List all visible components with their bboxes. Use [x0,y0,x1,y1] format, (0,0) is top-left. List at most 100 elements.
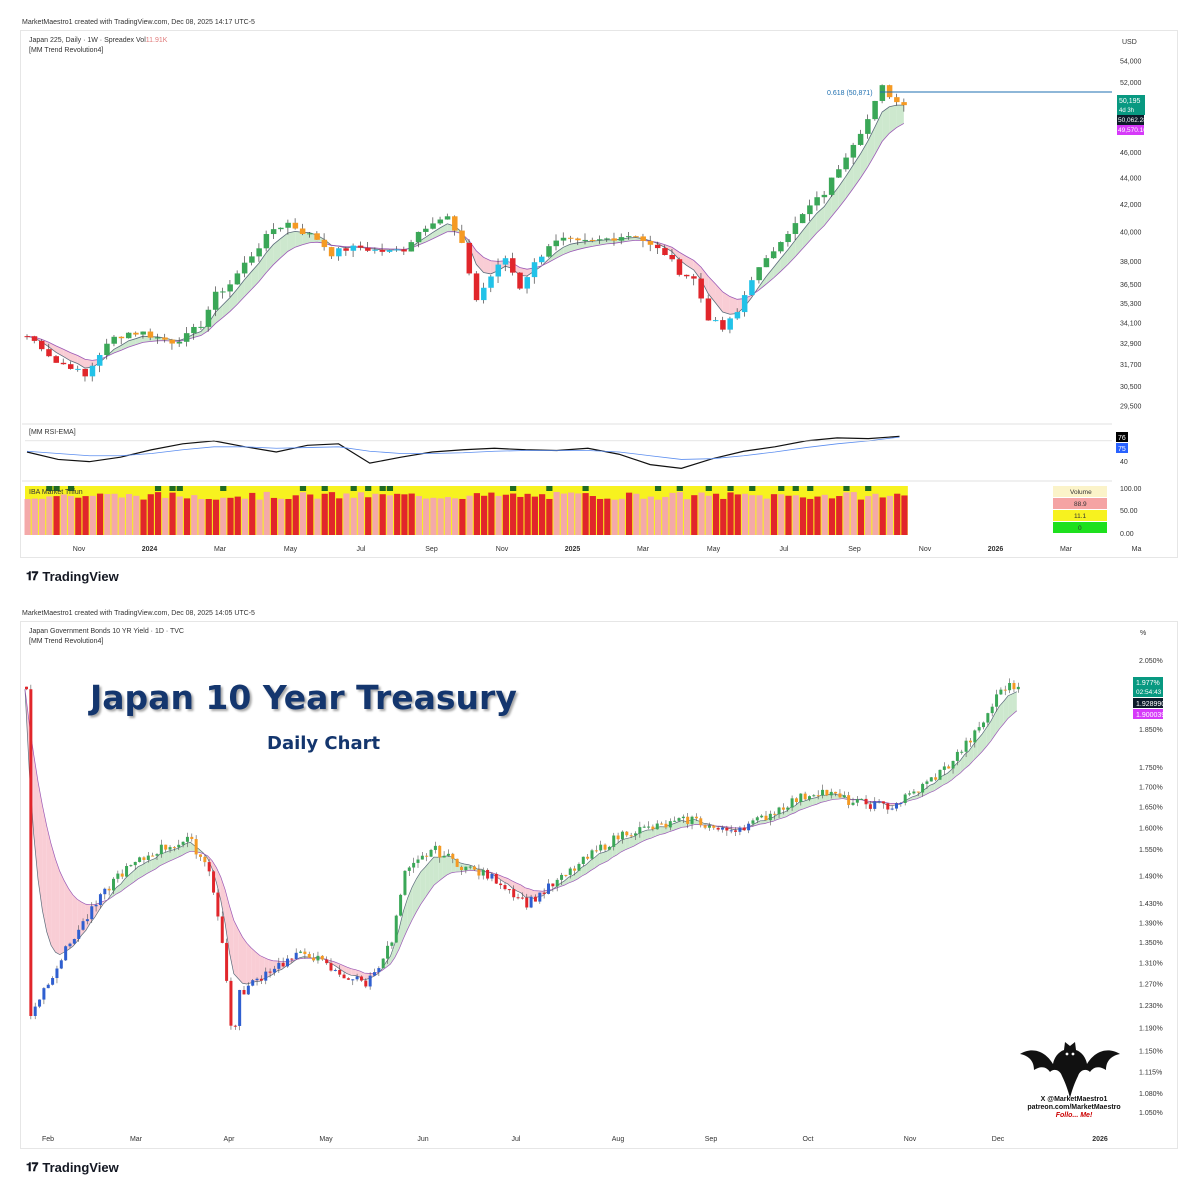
candle-body [551,883,555,887]
ema-ribbon-segment [442,855,447,879]
ema-ribbon-segment [399,910,404,950]
candle-body [316,955,320,961]
yield-tag-ema2: 1.900039 [1136,712,1165,719]
candle-body [908,793,912,795]
candle-body [690,816,694,824]
ema-ribbon-segment [113,345,122,353]
ema-ribbon-segment [599,852,604,865]
candle-body [355,976,359,980]
candle-body [755,817,759,821]
candle-body [107,888,111,891]
candle-body [742,827,746,831]
candle-body [586,856,590,859]
candle-body [81,921,85,930]
volume-green-cap [510,486,517,491]
ema-ribbon-segment [592,240,600,247]
ema-ribbon-segment [70,352,78,364]
ema-ribbon-segment [133,866,139,883]
candle-body [747,823,751,831]
x-tick-label: Nov [496,546,509,553]
candle-body [346,978,350,980]
ema-slow-line [24,689,1018,974]
candle-body [328,247,335,257]
candle-body [531,262,538,278]
volume-bar [625,492,633,535]
ema-ribbon-segment [925,785,930,795]
vol-axis-0: 0.00 [1120,531,1134,538]
price-tag-ema2-bg [1117,125,1144,135]
volume-bar [176,496,183,535]
top-tradingview-brand[interactable]: 𝟏𝟕 TradingView [26,569,119,584]
volume-bar [328,492,336,535]
rsi-ema-line [26,436,900,460]
candle-body [582,239,588,241]
volume-bar [560,493,567,535]
top-indicator-label: [MM Trend Revolution4] [29,47,104,54]
y-tick-label: 1.550% [1139,847,1163,854]
volume-bar [205,499,212,535]
volume-green-cap [676,486,683,491]
candle-body [112,878,115,891]
ema-ribbon-segment [773,814,778,822]
x-tick-label: Mar [637,546,650,553]
candle-body [241,262,248,274]
volume-bar [263,491,270,535]
candle-body [510,258,516,273]
candle-body [96,355,103,366]
volume-bar [633,493,640,535]
candle-body [694,816,698,819]
candle-body [749,280,755,296]
ema-ribbon-segment [238,928,243,984]
candle-body [444,216,451,220]
x-tick-label: 2026 [1092,1136,1108,1143]
candle-body [292,222,299,229]
ema-ribbon-segment [190,842,195,852]
bottom-tradingview-brand[interactable]: 𝟏𝟕 TradingView [26,1160,119,1175]
candle-body [401,249,407,252]
ema-fast-line [24,689,1017,985]
candle-body [763,258,770,268]
candle-body [524,277,531,289]
volume-bar [857,499,865,535]
candle-body [916,791,920,793]
candle-body [790,798,794,808]
rsi-line [26,435,900,469]
y-tick-label: 1.350% [1139,940,1163,947]
candle-body [864,798,868,805]
candle-body [525,897,529,908]
candle-body [625,831,629,836]
volume-bar [502,494,509,535]
candle-body [460,866,463,871]
volume-bar [60,494,67,535]
volume-bar [654,499,662,535]
jgb-10y-daily-chart[interactable]: 2.050% 1.850% 1.750% 1.700% 1.650% 1.600% 1.55… [0,0,1200,1160]
candle-body [495,264,502,277]
volume-bar [807,498,814,535]
volume-bar [249,492,256,535]
candle-body [72,938,76,944]
candle-body [599,844,603,851]
ema-ribbon-segment [394,928,400,958]
candle-body [75,368,81,370]
nikkei-weekly-chart[interactable]: 54,00052,00050,00048,00046,00044,00042,0… [0,0,1200,560]
ema-ribbon-segment [773,258,781,279]
candle-body [951,760,955,769]
y-tick-label: 1.650% [1139,805,1163,812]
volume-bar [720,498,727,535]
bat-logo-icon [1020,1042,1120,1098]
candle-body [857,133,864,145]
bat-line-follow: Follo... Me! [1055,1112,1093,1119]
candle-body [982,722,985,728]
volume-bar [314,498,321,535]
ema-ribbon-segment [573,871,578,882]
ema-ribbon-segment [280,232,288,258]
ema-ribbon-segment [599,239,607,246]
candle-body [299,951,303,953]
volume-green-cap [46,486,53,491]
rsi-tag-75: 75 [1118,446,1126,453]
yield-tag-last: 1.977% [1136,680,1160,687]
candle-body [259,978,263,981]
candle-body [147,331,154,338]
vol-legend-volume: Volume [1070,489,1092,496]
candle-body [420,855,424,860]
